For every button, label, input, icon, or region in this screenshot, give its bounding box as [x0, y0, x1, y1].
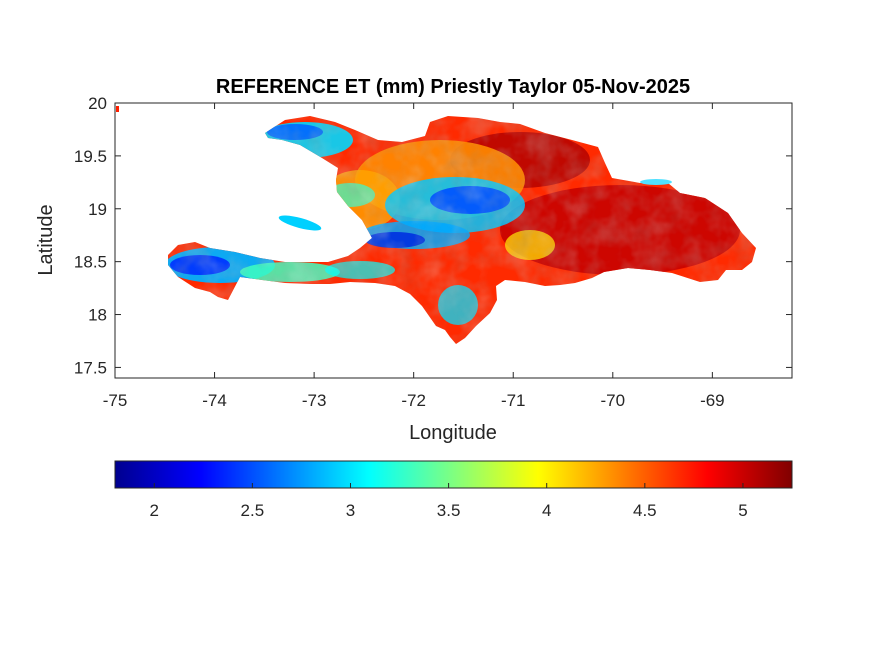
y-tick-label: 17.5 [74, 358, 107, 377]
colorbar-tick-label: 4.5 [633, 501, 657, 520]
x-ticks: -75 -74 -73 -72 -71 -70 -69 [103, 103, 725, 410]
ile-de-la-gonave [278, 215, 322, 231]
y-axis-label: Latitude [35, 204, 57, 275]
colorbar-tick-label: 2 [150, 501, 159, 520]
corner-pixel [116, 106, 119, 112]
samana-patch [640, 179, 672, 185]
colorbar [114, 460, 793, 489]
x-tick-label: -73 [302, 391, 327, 410]
colorbar-tick-label: 3.5 [437, 501, 461, 520]
colorbar-tick-label: 4 [542, 501, 551, 520]
chart-title: REFERENCE ET (mm) Priestly Taylor 05-Nov… [216, 76, 690, 98]
x-tick-label: -70 [601, 391, 626, 410]
x-tick-label: -74 [202, 391, 227, 410]
y-tick-label: 19 [88, 200, 107, 219]
y-ticks: 17.5 18 18.5 19 19.5 20 [74, 94, 792, 377]
y-tick-label: 18 [88, 306, 107, 325]
x-tick-label: -69 [700, 391, 725, 410]
y-tick-label: 18.5 [74, 253, 107, 272]
colorbar-ticks: 2 2.5 3 3.5 4 4.5 5 [150, 483, 748, 520]
x-tick-label: -72 [401, 391, 426, 410]
x-tick-label: -71 [501, 391, 526, 410]
x-tick-label: -75 [103, 391, 128, 410]
colorbar-tick-label: 2.5 [241, 501, 265, 520]
y-tick-label: 19.5 [74, 147, 107, 166]
x-axis-label: Longitude [409, 422, 497, 444]
colorbar-tick-label: 3 [346, 501, 355, 520]
colorbar-tick-label: 5 [738, 501, 747, 520]
y-tick-label: 20 [88, 94, 107, 113]
